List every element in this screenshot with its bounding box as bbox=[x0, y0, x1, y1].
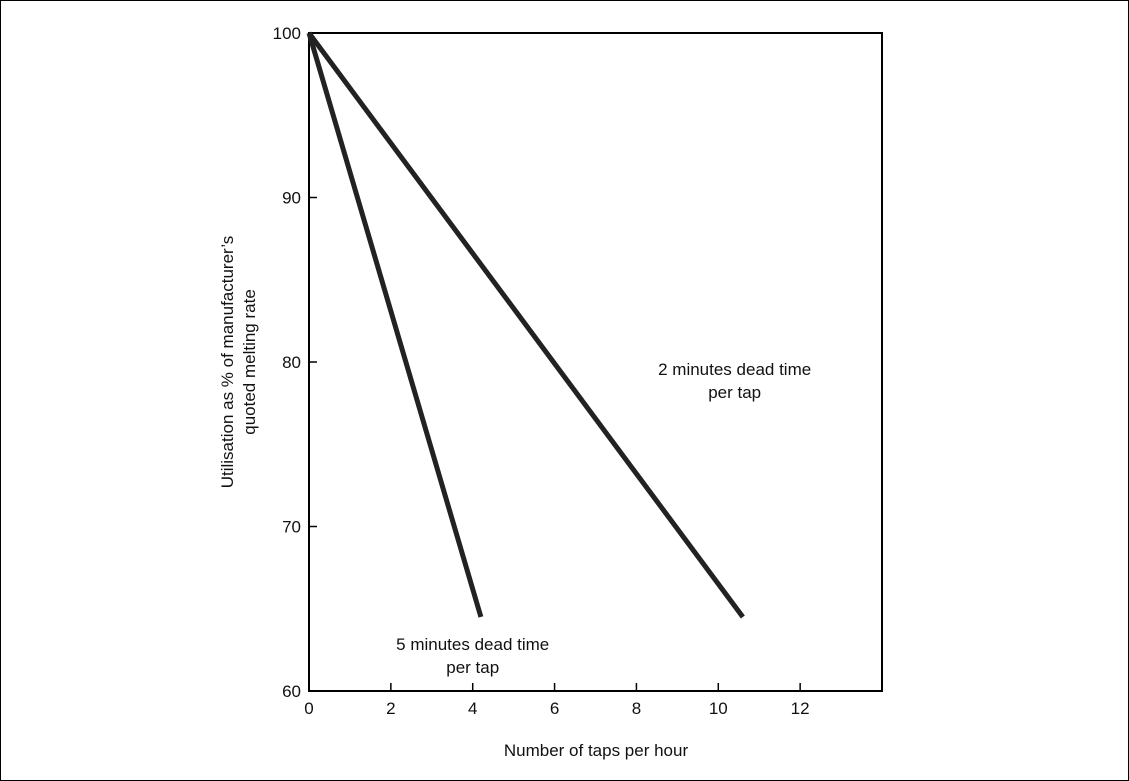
annotation-line: per tap bbox=[708, 383, 761, 402]
x-tick-label: 2 bbox=[386, 699, 395, 718]
x-tick-label: 0 bbox=[304, 699, 313, 718]
series-annotation-2: 2 minutes dead time per tap bbox=[658, 360, 811, 402]
y-axis-title: Utilisation as % of manufacturer’s quote… bbox=[218, 236, 259, 489]
y-tick-label: 90 bbox=[282, 189, 301, 208]
series-line-1 bbox=[306, 32, 484, 618]
x-axis-ticks: 0 2 4 6 8 10 12 bbox=[304, 683, 810, 718]
y-tick-label: 70 bbox=[282, 518, 301, 537]
x-tick-label: 10 bbox=[709, 699, 728, 718]
y-tick-label: 80 bbox=[282, 353, 301, 372]
series-layer bbox=[306, 31, 745, 619]
x-axis-title: Number of taps per hour bbox=[504, 741, 689, 760]
y-tick-label: 60 bbox=[282, 682, 301, 701]
x-tick-label: 4 bbox=[468, 699, 477, 718]
annotation-line: 2 minutes dead time bbox=[658, 360, 811, 379]
y-axis-title-line-1: Utilisation as % of manufacturer’s bbox=[218, 236, 237, 489]
series-annotation-1: 5 minutes dead time per tap bbox=[396, 635, 549, 677]
y-axis-title-line-2: quoted melting rate bbox=[240, 289, 259, 435]
series-line-2 bbox=[306, 31, 745, 619]
x-tick-label: 6 bbox=[550, 699, 559, 718]
annotation-line: per tap bbox=[446, 658, 499, 677]
x-tick-label: 12 bbox=[791, 699, 810, 718]
y-tick-label: 100 bbox=[273, 24, 301, 43]
annotation-line: 5 minutes dead time bbox=[396, 635, 549, 654]
x-tick-label: 8 bbox=[632, 699, 641, 718]
y-axis-ticks: 60 70 80 90 100 bbox=[273, 24, 317, 701]
